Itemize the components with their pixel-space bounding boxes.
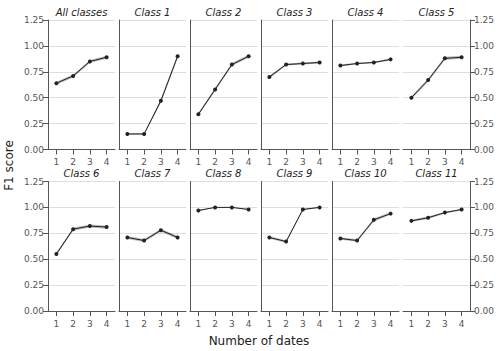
svg-text:4: 4 (388, 319, 394, 329)
svg-text:Class 4: Class 4 (348, 7, 384, 18)
svg-text:Class 2: Class 2 (206, 7, 242, 18)
svg-text:0.75: 0.75 (474, 228, 494, 238)
svg-text:4: 4 (317, 319, 323, 329)
svg-text:3: 3 (300, 319, 306, 329)
svg-text:1: 1 (196, 319, 202, 329)
svg-text:1: 1 (267, 319, 273, 329)
svg-text:4: 4 (104, 157, 110, 167)
svg-text:Class 3: Class 3 (277, 7, 313, 18)
svg-text:0.50: 0.50 (24, 93, 44, 103)
svg-text:0.00: 0.00 (474, 306, 494, 316)
svg-text:0.50: 0.50 (474, 254, 494, 264)
svg-text:3: 3 (229, 319, 235, 329)
svg-text:Class 8: Class 8 (206, 168, 242, 179)
svg-text:Class 6: Class 6 (64, 168, 100, 179)
svg-text:1.25: 1.25 (474, 177, 494, 187)
svg-text:2: 2 (212, 157, 218, 167)
svg-text:Class 11: Class 11 (415, 168, 457, 179)
svg-text:Class 10: Class 10 (344, 168, 386, 179)
svg-text:0.00: 0.00 (474, 145, 494, 155)
svg-text:0.75: 0.75 (24, 67, 44, 77)
svg-text:4: 4 (246, 319, 252, 329)
svg-text:3: 3 (229, 157, 235, 167)
svg-text:3: 3 (158, 157, 164, 167)
svg-text:1: 1 (125, 157, 131, 167)
svg-text:2: 2 (141, 319, 147, 329)
svg-text:1: 1 (267, 157, 273, 167)
svg-text:1: 1 (125, 319, 131, 329)
svg-text:0.25: 0.25 (24, 119, 44, 129)
svg-text:3: 3 (371, 157, 377, 167)
svg-text:1: 1 (196, 157, 202, 167)
svg-text:3: 3 (87, 319, 93, 329)
svg-text:1: 1 (409, 319, 415, 329)
svg-text:1.00: 1.00 (474, 41, 494, 51)
svg-text:2: 2 (212, 319, 218, 329)
svg-text:3: 3 (442, 319, 448, 329)
svg-text:3: 3 (87, 157, 93, 167)
svg-text:1.25: 1.25 (24, 177, 44, 187)
svg-text:1: 1 (338, 157, 344, 167)
svg-text:4: 4 (459, 319, 465, 329)
svg-text:3: 3 (300, 157, 306, 167)
svg-text:3: 3 (158, 319, 164, 329)
svg-text:F1 score: F1 score (2, 140, 16, 191)
svg-text:4: 4 (175, 319, 181, 329)
svg-text:All classes: All classes (55, 7, 108, 18)
svg-text:0.25: 0.25 (474, 119, 494, 129)
svg-text:2: 2 (70, 157, 76, 167)
svg-text:4: 4 (459, 157, 465, 167)
svg-text:2: 2 (354, 319, 360, 329)
svg-text:1: 1 (338, 319, 344, 329)
svg-text:1: 1 (54, 157, 60, 167)
svg-text:0.25: 0.25 (474, 280, 494, 290)
svg-text:0.75: 0.75 (474, 67, 494, 77)
svg-text:0.00: 0.00 (24, 306, 44, 316)
svg-text:0.50: 0.50 (24, 254, 44, 264)
svg-text:1: 1 (409, 157, 415, 167)
svg-text:1.25: 1.25 (24, 15, 44, 25)
svg-text:2: 2 (141, 157, 147, 167)
svg-text:1: 1 (54, 319, 60, 329)
svg-text:Number of dates: Number of dates (209, 334, 310, 348)
svg-text:0.00: 0.00 (24, 145, 44, 155)
svg-text:2: 2 (354, 157, 360, 167)
svg-text:2: 2 (425, 319, 431, 329)
svg-text:0.75: 0.75 (24, 228, 44, 238)
svg-text:3: 3 (442, 157, 448, 167)
svg-text:2: 2 (283, 157, 289, 167)
svg-text:1.00: 1.00 (474, 202, 494, 212)
svg-text:2: 2 (70, 319, 76, 329)
svg-text:Class 1: Class 1 (135, 7, 171, 18)
svg-text:1.25: 1.25 (474, 15, 494, 25)
svg-text:2: 2 (283, 319, 289, 329)
svg-text:4: 4 (388, 157, 394, 167)
svg-text:4: 4 (104, 319, 110, 329)
svg-text:2: 2 (425, 157, 431, 167)
svg-text:Class 7: Class 7 (135, 168, 171, 179)
svg-text:0.25: 0.25 (24, 280, 44, 290)
svg-text:Class 5: Class 5 (419, 7, 455, 18)
svg-text:1.00: 1.00 (24, 202, 44, 212)
svg-text:4: 4 (246, 157, 252, 167)
svg-text:3: 3 (371, 319, 377, 329)
svg-text:4: 4 (175, 157, 181, 167)
svg-text:Class 9: Class 9 (277, 168, 313, 179)
svg-text:4: 4 (317, 157, 323, 167)
svg-text:0.50: 0.50 (474, 93, 494, 103)
svg-text:1.00: 1.00 (24, 41, 44, 51)
